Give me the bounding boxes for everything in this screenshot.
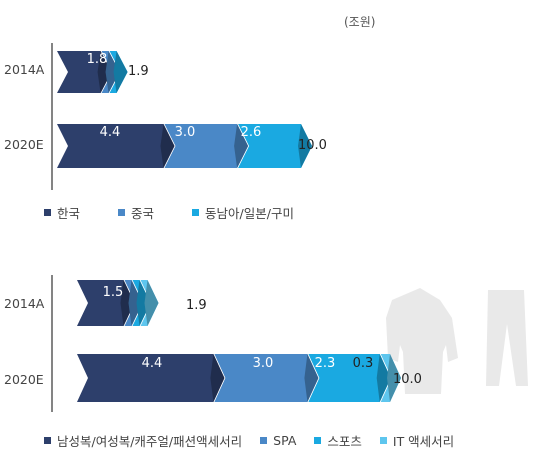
legend-swatch-menswear (44, 437, 51, 444)
bar-facet-bottom-2020e-series-0 (210, 354, 225, 402)
bottom-2020e-menswear-label: 4.4 (141, 356, 163, 371)
legend-item: IT 액세서리 (379, 431, 455, 450)
bottom-2020e-it-label: 0.3 (352, 356, 374, 371)
bar-facet-top-2020e-series-0 (160, 124, 175, 168)
top-row-label-2014a: 2014A (4, 62, 45, 77)
legend-item: 스포츠 (314, 431, 362, 450)
bottom-row-label-2014a: 2014A (4, 296, 45, 311)
bar-top-2020e-series-2 (238, 124, 312, 168)
bottom-2020e-total: 10.0 (393, 372, 422, 387)
bar-facet-top-2020e-series-1 (234, 124, 249, 168)
legend-item: 중국 (118, 203, 154, 222)
top-row-label-2020e: 2020E (4, 137, 44, 152)
top-2020e-total: 10.0 (298, 138, 327, 153)
bar-facet-bottom-2014a-series-0 (120, 280, 135, 326)
bottom-2020e-spa-label: 3.0 (252, 356, 274, 371)
bar-bottom-2014a-series-0 (77, 280, 135, 326)
legend-swatch-spa (260, 437, 268, 444)
bar-facet-top-2014a-series-2 (113, 51, 128, 93)
bar-facet-top-2020e-series-2 (298, 124, 312, 168)
legend-item: 남성복/여성복/캐주얼/패션액세서리 (44, 431, 242, 450)
top-2020e-china-label: 3.0 (174, 125, 196, 140)
unit-label: (조원) (344, 15, 376, 29)
bar-top-2014a-series-0 (57, 51, 112, 93)
legend-label-sports: 스포츠 (327, 434, 362, 449)
bar-top-2020e-series-0 (57, 124, 175, 168)
bar-facet-bottom-2020e-series-3 (387, 354, 401, 402)
jacket-silhouette (386, 288, 458, 394)
bar-bottom-2020e-series-2 (308, 354, 391, 402)
legend-item: SPA (260, 433, 296, 448)
bar-facet-top-2014a-series-0 (97, 51, 112, 93)
top-2014a-korea-label: 1.8 (86, 52, 108, 67)
legend-label-china: 중국 (131, 206, 155, 221)
legend-swatch-korea (44, 209, 51, 216)
legend-swatch-sports (314, 437, 322, 444)
bottom-2014a-total: 1.9 (186, 298, 207, 313)
bottom-2014a-menswear-label: 1.5 (102, 285, 124, 300)
bottom-legend: 남성복/여성복/캐주얼/패션액세서리 SPA 스포츠 IT 액세서리 (44, 431, 472, 450)
legend-swatch-sea (192, 209, 200, 216)
bar-bottom-2020e-series-1 (214, 354, 319, 402)
bottom-row-label-2020e: 2020E (4, 372, 44, 387)
legend-label-korea: 한국 (57, 206, 81, 221)
top-2020e-korea-label: 4.4 (99, 125, 121, 140)
legend-item: 한국 (44, 203, 80, 222)
legend-label-spa: SPA (273, 433, 297, 448)
bar-facet-bottom-2014a-series-2 (136, 280, 151, 326)
clothing-silhouette-decoration (386, 288, 528, 394)
legend-label-it: IT 액세서리 (392, 434, 455, 449)
bar-top-2020e-series-1 (164, 124, 249, 168)
bar-bottom-2020e-series-0 (77, 354, 225, 402)
top-2014a-total: 1.9 (128, 64, 149, 79)
top-legend: 한국 중국 동남아/일본/구미 (44, 203, 312, 222)
legend-label-menswear: 남성복/여성복/캐주얼/패션액세서리 (57, 434, 243, 449)
bottom-2020e-sports-label: 2.3 (314, 356, 336, 371)
trousers-silhouette (486, 290, 528, 386)
legend-label-sea: 동남아/일본/구미 (205, 206, 294, 221)
legend-item: 동남아/일본/구미 (192, 203, 294, 222)
bar-facet-bottom-2020e-series-1 (304, 354, 319, 402)
bar-facet-bottom-2014a-series-3 (144, 280, 159, 326)
legend-swatch-it (379, 437, 387, 444)
top-2020e-sea-label: 2.6 (240, 125, 262, 140)
legend-swatch-china (118, 209, 126, 216)
bar-facet-top-2014a-series-1 (105, 51, 120, 93)
bar-facet-bottom-2020e-series-2 (376, 354, 391, 402)
bar-facet-bottom-2014a-series-1 (128, 280, 143, 326)
